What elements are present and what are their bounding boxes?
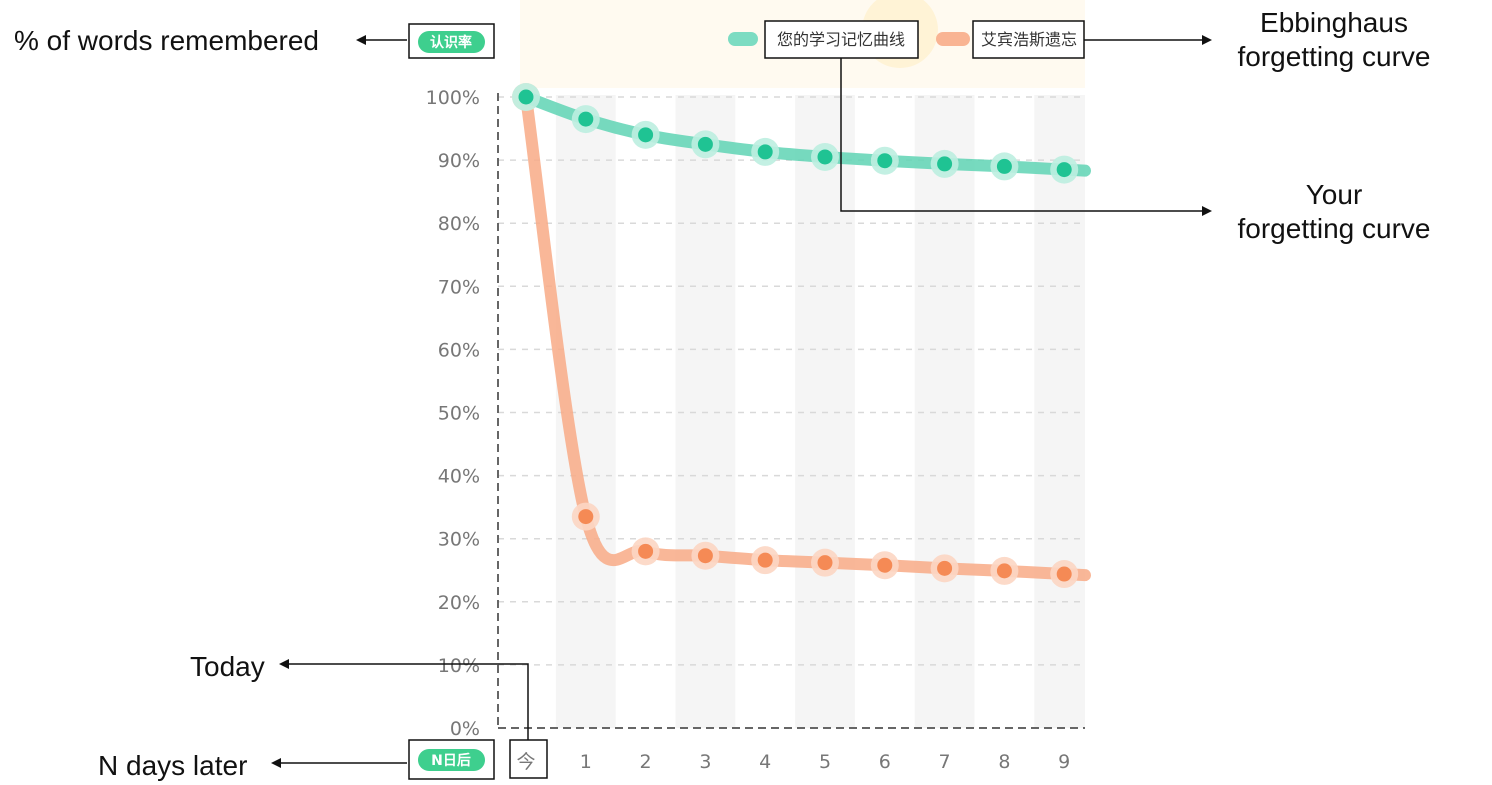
x-tick-labels: 今 1 2 3 4 5 6 7 8 9 — [516, 751, 1070, 773]
legend-box-ebbinghaus — [972, 20, 1085, 59]
annotation-your-curve-line1: Your — [1306, 179, 1363, 210]
x-tick-label: 3 — [699, 751, 711, 773]
column-band — [675, 95, 736, 728]
arrow-line-your-curve — [840, 58, 1204, 212]
y-tick-label: 80% — [438, 213, 480, 235]
annotation-y-axis-meaning: % of words remembered — [14, 25, 319, 56]
y-tick-label: 50% — [438, 403, 480, 425]
legend-label-ebbinghaus: 艾宾浩斯遗忘 — [981, 30, 1077, 49]
your-curve-point — [697, 136, 713, 152]
column-band — [795, 95, 855, 728]
arrowhead-x-axis-meaning — [271, 758, 281, 768]
your-curve-point — [937, 156, 953, 172]
arrowhead-ebbinghaus — [1202, 35, 1212, 45]
y-tick-label: 90% — [438, 150, 480, 172]
arrow-line-today — [288, 663, 529, 740]
x-tick-label: 1 — [580, 751, 592, 773]
column-bands — [555, 95, 1085, 728]
legend-label-your-curve: 您的学习记忆曲线 — [777, 30, 905, 49]
y-tick-label: 70% — [438, 276, 480, 298]
ebbinghaus-point — [817, 555, 833, 571]
x-tick-label: 5 — [819, 751, 831, 773]
your-curve-point — [1056, 162, 1072, 178]
x-axis-badge-text: N日后 — [431, 752, 471, 769]
x-tick-label: 今 — [516, 751, 535, 773]
y-tick-labels: 0% 10% 20% 30% 40% 50% 60% 70% 80% 90% 100% — [426, 87, 480, 740]
annotation-today: Today — [190, 651, 265, 682]
ebbinghaus-point — [996, 563, 1012, 579]
x-tick-label: 2 — [640, 751, 652, 773]
x-tick-label: 8 — [998, 751, 1010, 773]
ebbinghaus-point — [697, 548, 713, 564]
y-axis-badge-pill — [418, 31, 485, 53]
arrowhead-your-curve — [1202, 206, 1212, 216]
arrowhead-today — [279, 659, 289, 669]
x-axis-badge-pill — [418, 749, 485, 771]
ebbinghaus-point — [578, 509, 594, 525]
annotation-ebbinghaus-line1: Ebbinghaus — [1260, 7, 1408, 38]
annotation-x-axis-meaning: N days later — [98, 750, 247, 781]
your-curve-point — [996, 158, 1012, 174]
your-curve-point — [757, 144, 773, 160]
legend: 您的学习记忆曲线 艾宾浩斯遗忘 — [728, 20, 1085, 59]
your-curve-point — [877, 153, 893, 169]
your-curve-point — [817, 149, 833, 165]
column-band — [914, 95, 975, 728]
annotation-your-curve-line2: forgetting curve — [1238, 213, 1431, 244]
axes — [497, 93, 1085, 729]
y-tick-label: 20% — [438, 592, 480, 614]
x-tick-label: 6 — [879, 751, 891, 773]
ebbinghaus-point — [1056, 566, 1072, 582]
y-tick-label: 0% — [450, 718, 480, 740]
column-band — [1034, 95, 1085, 728]
y-tick-label: 60% — [438, 339, 480, 361]
y-tick-label: 10% — [438, 655, 480, 677]
your-curve-point — [518, 89, 534, 105]
x-tick-label: 7 — [939, 751, 951, 773]
y-tick-label: 100% — [426, 87, 480, 109]
ebbinghaus-point — [638, 543, 654, 559]
x-tick-label: 9 — [1058, 751, 1070, 773]
y-axis-badge-text: 认识率 — [430, 34, 472, 51]
legend-box-your-curve — [764, 20, 919, 59]
your-curve-line — [520, 91, 1091, 177]
your-curve-point — [638, 127, 654, 143]
y-tick-label: 30% — [438, 529, 480, 551]
legend-swatch-ebbinghaus — [936, 32, 970, 46]
y-axis-badge: 认识率 — [408, 23, 495, 59]
annotation-ebbinghaus-line2: forgetting curve — [1238, 41, 1431, 72]
arrowhead-y-axis-meaning — [356, 35, 366, 45]
ebbinghaus-point — [757, 552, 773, 568]
x-tick-label: 4 — [759, 751, 771, 773]
y-tick-label: 40% — [438, 466, 480, 488]
x-axis-badge: N日后 — [408, 739, 495, 780]
ebbinghaus-point — [937, 560, 953, 576]
series-layer — [512, 83, 1091, 589]
legend-swatch-your-curve — [728, 32, 758, 46]
ebbinghaus-point — [877, 557, 893, 573]
your-curve-point — [578, 111, 594, 127]
